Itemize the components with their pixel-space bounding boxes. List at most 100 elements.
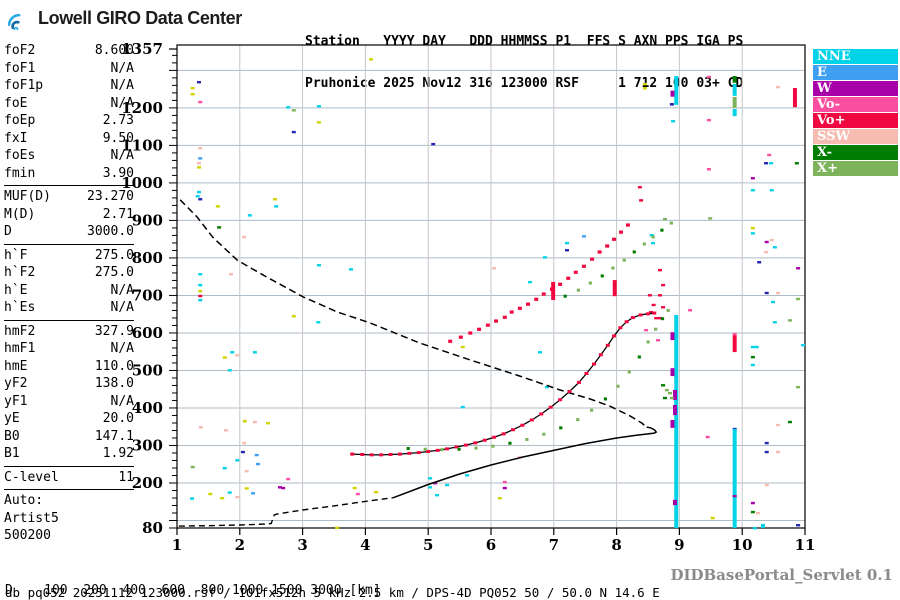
parameter-label: Artist5 (4, 510, 59, 526)
echo-speck (252, 351, 257, 354)
spread-echo-bar (674, 314, 679, 528)
parameter-label: h`E (4, 282, 28, 298)
o-trace-2nd-hop-dot (618, 230, 623, 234)
echo-speck (544, 385, 549, 389)
echo-speck (215, 205, 220, 208)
x-axis-label: 11 (795, 536, 816, 554)
o-trace-2nd-hop-dot (526, 302, 531, 306)
parameter-label: hmF2 (4, 323, 36, 339)
echo-speck (428, 486, 433, 489)
parameter-divider (4, 243, 134, 245)
x-axis-label: 6 (486, 536, 496, 554)
spread-echo-bar (673, 499, 678, 506)
spread-echo-bar (551, 281, 556, 300)
parameter-value: 147.1 (94, 428, 134, 444)
y-axis-label: 1357 (121, 40, 163, 58)
echo-speck (198, 283, 203, 287)
parameter-label: M(D) (4, 206, 36, 222)
echo-speck (266, 421, 271, 425)
echo-speck (198, 147, 203, 150)
y-axis-label: 1000 (121, 174, 163, 192)
echo-speck (581, 235, 586, 238)
echo-speck (537, 351, 542, 354)
echo-speck (227, 369, 232, 372)
echo-speck (654, 316, 659, 320)
echo-speck (750, 189, 755, 192)
parameter-value: 138.0 (94, 376, 134, 391)
echo-speck (796, 523, 801, 527)
o-trace-dot (520, 423, 525, 427)
o-trace-2nd-hop-dot (566, 276, 571, 280)
echo-speck (661, 384, 666, 387)
y-axis-label: 500 (132, 361, 163, 379)
o-trace-dot (605, 343, 610, 347)
echo-speck (750, 177, 755, 180)
o-trace-dot (426, 449, 431, 453)
parameter-value: 8.600 (94, 43, 134, 58)
echo-speck (796, 385, 801, 389)
o-trace-dot (435, 448, 440, 452)
spread-echo-bar (760, 523, 765, 528)
echo-speck (431, 142, 436, 146)
x-trace-dot (646, 340, 650, 344)
o-trace-dot (416, 451, 421, 455)
echo-speck (710, 516, 715, 520)
echo-speck (240, 450, 245, 454)
parameter-label: hmE (4, 358, 28, 374)
echo-speck (316, 121, 321, 124)
o-trace-2nd-hop-dot (494, 319, 499, 323)
logo-text: Lowell GIRO Data Center (38, 7, 242, 28)
echo-speck (198, 289, 203, 293)
echo-speck (208, 492, 213, 496)
x-trace-2nd-hop-dot (611, 266, 615, 270)
legend-item-w: W (813, 81, 898, 96)
o-trace-2nd-hop-dot (549, 287, 554, 291)
giro-logo: Lowell GIRO Data Center (8, 6, 242, 30)
parameter-label: foEs (4, 148, 36, 163)
echo-speck (291, 109, 296, 112)
echo-speck (662, 396, 667, 400)
o-trace-2nd-hop-dot (573, 270, 578, 274)
echo-speck (497, 496, 502, 500)
o-trace-dot (397, 452, 402, 456)
o-trace-2nd-hop-dot (458, 335, 463, 339)
echo-speck (198, 294, 203, 298)
x-trace-dot (406, 446, 410, 450)
echo-speck (196, 190, 201, 194)
echo-speck (750, 510, 755, 514)
parameter-row: hmE 110.0 (4, 358, 134, 376)
y-axis-label: 200 (132, 474, 163, 492)
spread-echo-bar (670, 332, 675, 341)
parameter-value: 275.0 (94, 247, 134, 263)
parameter-row: foF1p N/A (4, 77, 134, 95)
echo-speck (252, 420, 257, 424)
echo-speck (706, 75, 711, 79)
x-trace-dot (603, 397, 607, 401)
x-axis-label: 7 (549, 536, 559, 554)
echo-speck (428, 477, 433, 480)
x-trace-2nd-hop-dot (622, 258, 626, 262)
o-trace-2nd-hop-dot (502, 315, 507, 319)
echo-speck (706, 118, 711, 122)
parameter-label: h`F2 (4, 265, 36, 280)
echo-speck (794, 162, 799, 165)
o-trace-dot (638, 313, 643, 317)
spread-echo-bar (732, 428, 737, 528)
echo-speck (190, 87, 195, 90)
o-trace-dot (501, 432, 506, 436)
parameter-row: MUF(D) 23.270 (4, 188, 134, 206)
parameter-row: Artist5 (4, 510, 134, 528)
legend-item-x: X+ (813, 161, 898, 176)
o-trace-2nd-hop-dot (625, 223, 630, 227)
legend-item-e: E (813, 65, 898, 80)
parameter-label: B0 (4, 428, 20, 444)
echo-speck (543, 256, 548, 259)
x-trace-2nd-hop-dot (651, 235, 655, 239)
servlet-version: DIDBasePortal_Servlet 0.1 (670, 566, 893, 584)
echo-speck (688, 309, 693, 312)
o-trace-dot (529, 418, 534, 422)
parameter-row: foE N/A (4, 95, 134, 113)
direction-legend: NNE E W Vo- Vo+ SSW X- X+ (813, 49, 898, 177)
profile-curve (393, 426, 658, 499)
